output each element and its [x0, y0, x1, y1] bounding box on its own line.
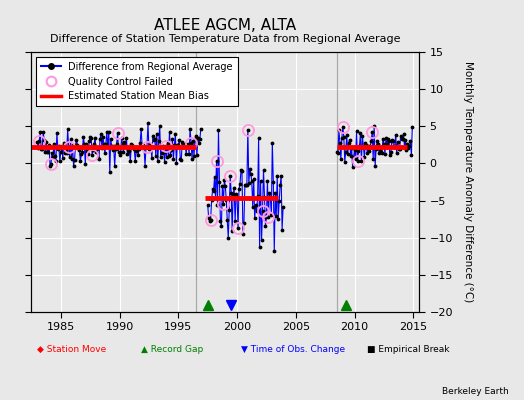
Y-axis label: Monthly Temperature Anomaly Difference (°C): Monthly Temperature Anomaly Difference (…	[463, 61, 473, 303]
Text: Difference of Station Temperature Data from Regional Average: Difference of Station Temperature Data f…	[50, 34, 400, 44]
Text: ATLEE AGCM, ALTA: ATLEE AGCM, ALTA	[154, 18, 297, 33]
Text: ◆ Station Move: ◆ Station Move	[37, 345, 106, 354]
Legend: Difference from Regional Average, Quality Control Failed, Estimated Station Mean: Difference from Regional Average, Qualit…	[36, 57, 238, 106]
Text: ▼ Time of Obs. Change: ▼ Time of Obs. Change	[241, 345, 345, 354]
Text: ■ Empirical Break: ■ Empirical Break	[367, 345, 449, 354]
Text: Berkeley Earth: Berkeley Earth	[442, 387, 508, 396]
Text: ▲ Record Gap: ▲ Record Gap	[141, 345, 204, 354]
